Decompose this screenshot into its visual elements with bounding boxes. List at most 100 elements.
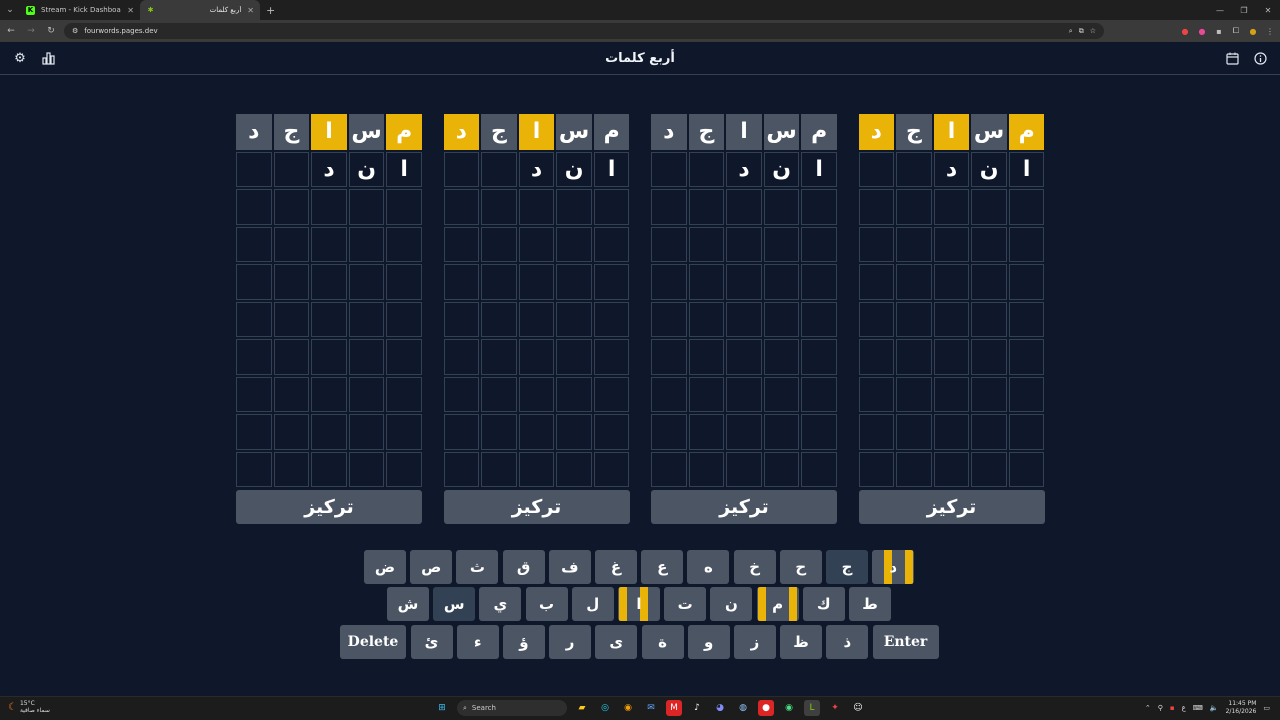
key-letter[interactable]: ة bbox=[641, 625, 684, 659]
key-letter[interactable]: ظ bbox=[780, 625, 823, 659]
key-letter[interactable]: ا bbox=[618, 587, 660, 621]
chrome-icon[interactable]: ◉ bbox=[624, 703, 632, 713]
extension-pink-icon[interactable]: ● bbox=[1198, 26, 1206, 36]
key-enter[interactable]: Enter bbox=[872, 625, 939, 659]
key-letter[interactable]: ي bbox=[479, 587, 522, 621]
bar-chart-icon[interactable] bbox=[40, 50, 56, 66]
key-letter[interactable]: ر bbox=[549, 625, 592, 659]
key-letter[interactable]: و bbox=[687, 625, 730, 659]
key-letter[interactable]: ق bbox=[502, 550, 545, 584]
extensions-puzzle-icon[interactable]: ⧠ bbox=[1232, 26, 1240, 35]
restore-icon[interactable]: ❐ bbox=[1240, 5, 1248, 15]
tray-expand-icon[interactable]: ⌃ bbox=[1144, 704, 1151, 712]
app-tiktok-icon[interactable]: ♪ bbox=[694, 703, 700, 713]
key-delete[interactable]: Delete bbox=[340, 625, 406, 659]
key-letter[interactable]: ل bbox=[571, 587, 614, 621]
gear-icon[interactable]: ⚙ bbox=[14, 50, 26, 66]
app-m-icon[interactable]: M bbox=[666, 700, 682, 716]
key-letter[interactable]: ث bbox=[456, 550, 499, 584]
browser-menu-icon[interactable]: ⋮ bbox=[1266, 26, 1274, 36]
tab-kick[interactable]: K Stream - Kick Dashboard ✕ bbox=[20, 0, 140, 20]
board-row bbox=[858, 301, 1045, 337]
key-letter[interactable]: غ bbox=[595, 550, 637, 584]
letter-tile bbox=[1008, 414, 1045, 450]
site-info-icon[interactable]: ⚙ bbox=[72, 27, 79, 35]
volume-icon[interactable]: 🔈 bbox=[1209, 704, 1219, 712]
key-letter[interactable]: د bbox=[872, 550, 915, 584]
key-letter[interactable]: ض bbox=[364, 550, 406, 584]
minimize-icon[interactable]: — bbox=[1216, 5, 1224, 15]
weather-widget[interactable]: ☾ 15°C سماء صافية bbox=[8, 700, 50, 714]
edge-icon[interactable]: ◎ bbox=[601, 703, 609, 713]
letter-tile bbox=[311, 226, 347, 262]
calendar-icon[interactable] bbox=[1224, 50, 1240, 66]
tab-list-icon[interactable]: ⌄ bbox=[6, 5, 14, 15]
key-letter[interactable]: ج bbox=[826, 550, 868, 584]
extension-dark-icon[interactable]: ▪ bbox=[1216, 26, 1222, 36]
key-letter[interactable]: ص bbox=[410, 550, 453, 584]
key-letter[interactable]: ط bbox=[849, 587, 891, 621]
tray-app-icon[interactable]: ⚲ bbox=[1157, 704, 1163, 712]
clock[interactable]: 11:45 PM 2/16/2026 bbox=[1226, 700, 1257, 716]
forward-icon[interactable]: → bbox=[27, 26, 35, 36]
key-letter[interactable]: م bbox=[756, 587, 799, 621]
key-letter[interactable]: ن bbox=[710, 587, 753, 621]
tab-fourwords[interactable]: ✱ أربع كلمات ✕ bbox=[140, 0, 260, 20]
key-label: ف bbox=[561, 558, 579, 576]
info-icon[interactable] bbox=[1252, 50, 1268, 66]
close-icon[interactable]: ✕ bbox=[127, 5, 134, 15]
taskbar-search[interactable]: ⌕ Search bbox=[457, 700, 567, 716]
key-letter[interactable]: ك bbox=[802, 587, 845, 621]
letter-tile: د bbox=[518, 151, 555, 187]
network-icon[interactable]: ⌨ bbox=[1192, 704, 1203, 712]
notifications-icon[interactable]: ▭ bbox=[1263, 704, 1270, 712]
discord-icon[interactable]: ◕ bbox=[716, 703, 724, 713]
reload-icon[interactable]: ↻ bbox=[47, 26, 55, 36]
key-letter[interactable]: ئ bbox=[410, 625, 453, 659]
chrome-alt-icon[interactable]: ◉ bbox=[785, 703, 793, 713]
close-icon[interactable]: ✕ bbox=[247, 5, 254, 15]
extensions-area: ● ● ▪ ⧠ ● ⋮ bbox=[1179, 25, 1276, 37]
profile-avatar-icon[interactable]: ● bbox=[1249, 26, 1257, 36]
app-active-icon[interactable]: L bbox=[804, 700, 820, 716]
window-close-icon[interactable]: ✕ bbox=[1264, 5, 1272, 15]
extension-red-icon[interactable]: ● bbox=[1181, 26, 1189, 36]
key-letter[interactable]: ف bbox=[548, 550, 591, 584]
key-letter[interactable]: ع bbox=[641, 550, 684, 584]
key-letter[interactable]: ى bbox=[595, 625, 638, 659]
focus-button[interactable]: تركيز bbox=[651, 490, 837, 524]
install-app-icon[interactable]: ⧉ bbox=[1078, 26, 1084, 35]
key-letter[interactable]: ؤ bbox=[502, 625, 545, 659]
key-letter[interactable]: ح bbox=[779, 550, 822, 584]
zoom-icon[interactable]: ⌕ bbox=[1068, 26, 1073, 35]
mail-icon[interactable]: ✉ bbox=[647, 703, 655, 713]
new-tab-icon[interactable]: + bbox=[266, 3, 276, 17]
focus-button[interactable]: تركيز bbox=[858, 490, 1045, 524]
app-red-icon[interactable]: ✦ bbox=[831, 703, 839, 713]
focus-button[interactable]: تركيز bbox=[236, 490, 422, 524]
address-bar[interactable]: ⚙ fourwords.pages.dev ⌕ ⧉ ☆ bbox=[64, 23, 1104, 39]
language-indicator[interactable]: ع bbox=[1181, 704, 1186, 712]
file-explorer-icon[interactable]: ▰ bbox=[578, 703, 586, 713]
key-letter[interactable]: ش bbox=[387, 587, 429, 621]
key-letter[interactable]: ذ bbox=[826, 625, 869, 659]
app-bot-icon[interactable]: ☺ bbox=[853, 703, 863, 713]
key-letter[interactable]: خ bbox=[733, 550, 776, 584]
letter-tile bbox=[593, 301, 630, 337]
windows-start-icon[interactable]: ⊞ bbox=[438, 703, 446, 713]
tray-red-icon[interactable]: ▪ bbox=[1169, 704, 1175, 712]
app-record-icon[interactable]: ● bbox=[758, 700, 774, 716]
key-letter[interactable]: ب bbox=[525, 587, 568, 621]
letter-tile bbox=[236, 189, 272, 225]
key-letter[interactable]: ه bbox=[687, 550, 730, 584]
back-icon[interactable]: ← bbox=[7, 26, 15, 36]
key-letter[interactable]: ء bbox=[456, 625, 499, 659]
focus-button[interactable]: تركيز bbox=[443, 490, 630, 524]
bookmark-star-icon[interactable]: ☆ bbox=[1089, 27, 1096, 35]
key-letter[interactable]: ز bbox=[733, 625, 776, 659]
key-letter[interactable]: ت bbox=[664, 587, 707, 621]
steam-icon[interactable]: ◍ bbox=[739, 703, 747, 713]
key-letter[interactable]: س bbox=[433, 587, 476, 621]
key-label: ء bbox=[473, 633, 482, 651]
